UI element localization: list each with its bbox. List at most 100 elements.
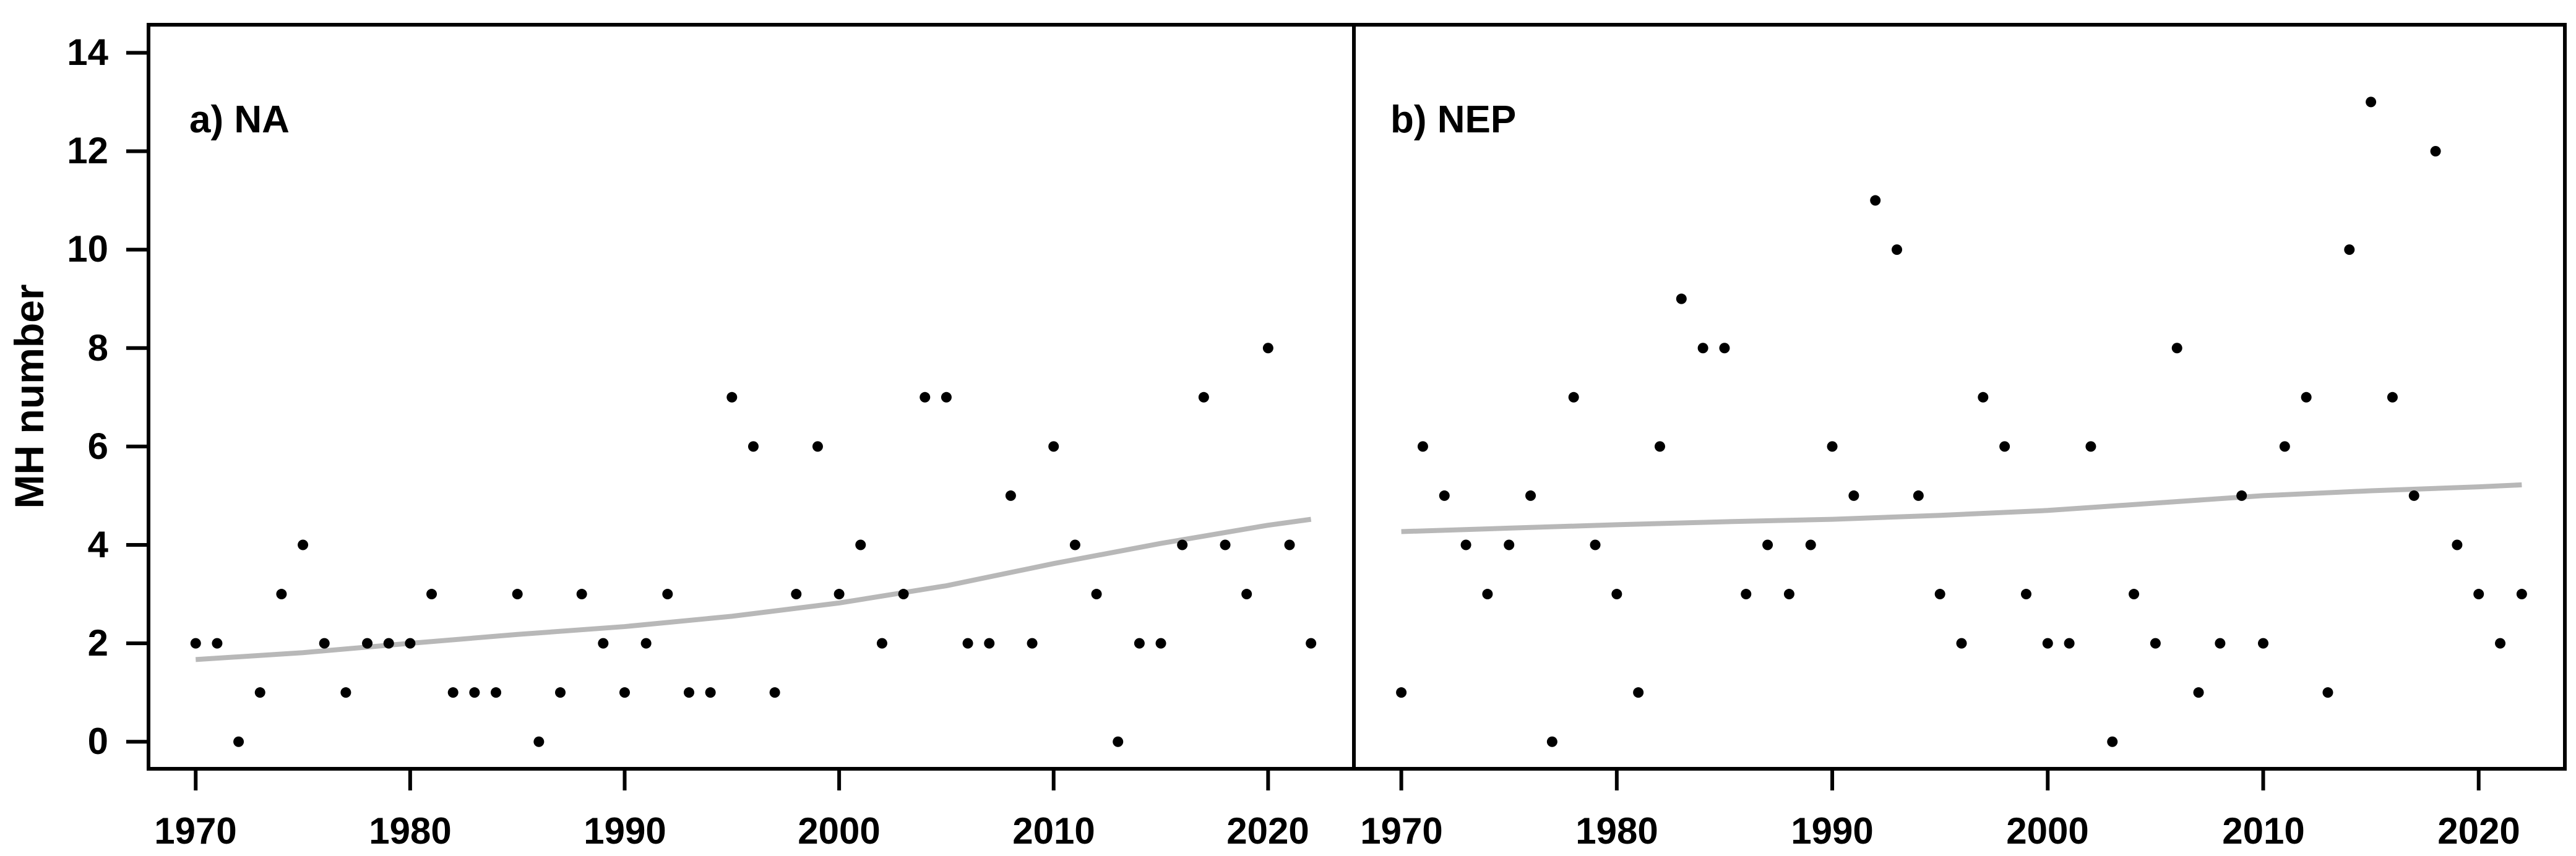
data-point — [469, 687, 480, 698]
data-point — [855, 539, 866, 550]
y-tick-label: 6 — [87, 426, 108, 467]
data-point — [1546, 736, 1557, 747]
data-point — [1504, 539, 1515, 550]
data-point — [1482, 589, 1493, 600]
data-point — [512, 589, 523, 600]
data-point — [1956, 638, 1967, 649]
data-point — [2171, 343, 2182, 354]
data-point — [576, 589, 587, 600]
data-point — [426, 589, 437, 600]
data-point — [1048, 441, 1059, 452]
data-point — [233, 736, 244, 747]
data-point — [2107, 736, 2118, 747]
x-tick-label: 1980 — [369, 810, 452, 852]
data-point — [1091, 589, 1102, 600]
y-tick-label: 8 — [87, 327, 108, 369]
data-point — [2257, 638, 2268, 649]
data-point — [1069, 539, 1080, 550]
panel-b-label: b) NEP — [1390, 98, 1517, 141]
data-point — [491, 687, 502, 698]
x-tick-label: 2010 — [1012, 810, 1095, 852]
data-point — [1783, 589, 1794, 600]
data-point — [2495, 638, 2506, 649]
data-point — [2430, 145, 2441, 156]
panel-border — [1352, 23, 2567, 771]
data-point — [1568, 392, 1579, 403]
y-tick-label: 0 — [87, 721, 108, 762]
data-point — [1460, 539, 1471, 550]
data-point — [834, 589, 845, 600]
data-point — [447, 687, 459, 698]
data-point — [1241, 589, 1252, 600]
x-tick-label: 2000 — [798, 810, 881, 852]
data-point — [705, 687, 716, 698]
data-point — [2215, 638, 2226, 649]
data-point — [1934, 589, 1945, 600]
x-tick-label: 2010 — [2222, 810, 2305, 852]
data-point — [1027, 638, 1038, 649]
data-point — [1417, 441, 1428, 452]
data-point — [1892, 244, 1903, 255]
data-point — [1848, 490, 1859, 501]
data-point — [941, 392, 952, 403]
data-point — [962, 638, 973, 649]
data-point — [1611, 589, 1622, 600]
data-point — [555, 687, 566, 698]
data-point — [683, 687, 694, 698]
panel-border — [147, 23, 1356, 771]
data-point — [2322, 687, 2333, 698]
data-point — [1741, 589, 1752, 600]
data-point — [1177, 539, 1188, 550]
x-tick-label: 2000 — [2006, 810, 2089, 852]
data-point — [2129, 589, 2140, 600]
data-point — [1978, 392, 1989, 403]
data-point — [1284, 539, 1295, 550]
y-tick-label: 12 — [67, 130, 108, 171]
data-point — [1999, 441, 2010, 452]
data-point — [791, 589, 802, 600]
data-point — [2279, 441, 2290, 452]
data-point — [383, 638, 394, 649]
data-point — [1220, 539, 1231, 550]
y-tick-label: 4 — [87, 524, 108, 565]
y-tick-label: 10 — [67, 228, 108, 270]
data-point — [1719, 343, 1730, 354]
data-point — [405, 638, 416, 649]
data-point — [2387, 392, 2398, 403]
data-point — [212, 638, 223, 649]
data-point — [2473, 589, 2484, 600]
data-point — [2301, 392, 2312, 403]
data-point — [319, 638, 330, 649]
x-tick-label: 1990 — [1791, 810, 1874, 852]
y-axis-title: MH number — [6, 284, 52, 509]
data-point — [1697, 343, 1708, 354]
data-point — [362, 638, 373, 649]
data-point — [298, 539, 309, 550]
data-point — [1262, 343, 1273, 354]
data-point — [876, 638, 887, 649]
data-point — [812, 441, 823, 452]
panel-a-label: a) NA — [189, 98, 290, 141]
trend-line — [1401, 482, 2522, 534]
data-point — [340, 687, 351, 698]
data-point — [533, 736, 545, 747]
x-tick-label: 2020 — [2437, 810, 2520, 852]
data-point — [2516, 589, 2527, 600]
data-point — [2020, 589, 2031, 600]
x-tick-label: 1970 — [154, 810, 237, 852]
data-point — [1306, 638, 1317, 649]
data-point — [1633, 687, 1644, 698]
data-point — [2452, 539, 2463, 550]
x-tick-label: 1990 — [584, 810, 666, 852]
data-point — [1654, 441, 1665, 452]
data-point — [662, 589, 673, 600]
data-point — [2236, 490, 2247, 501]
data-point — [1525, 490, 1536, 501]
data-point — [1134, 638, 1145, 649]
data-point — [1762, 539, 1773, 550]
data-point — [1005, 490, 1016, 501]
y-tick-label: 2 — [87, 622, 108, 664]
data-point — [1870, 195, 1881, 206]
data-point — [747, 441, 759, 452]
